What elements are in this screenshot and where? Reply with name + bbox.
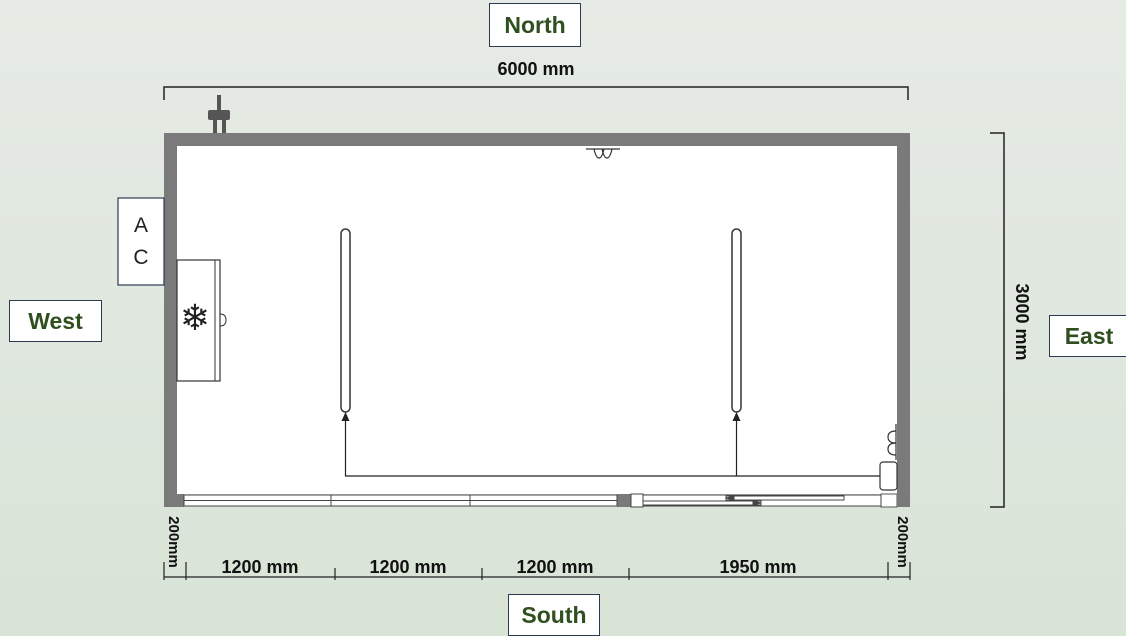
width-dimension-label: 6000 mm (497, 59, 574, 79)
dim-segment-1: 1200 mm (221, 557, 298, 577)
ac-label-c: C (133, 246, 148, 269)
ac-unit: A C (117, 197, 165, 286)
arrow-right (732, 412, 741, 421)
switch-box (879, 461, 898, 491)
east-label: East (1049, 315, 1126, 357)
dim-segment-2: 1200 mm (369, 557, 446, 577)
freezer-unit: ❄ (176, 259, 227, 382)
left-wall-dimension: 200mm (165, 516, 182, 568)
depth-dimension: 3000 mm (990, 132, 1032, 508)
west-label: West (9, 300, 102, 342)
wall-light-icon (586, 148, 620, 159)
south-windows (183, 494, 618, 507)
arrow-left (341, 412, 350, 421)
room-walls (164, 133, 910, 507)
depth-dimension-label: 3000 mm (1012, 283, 1032, 360)
dim-segment-3: 1200 mm (516, 557, 593, 577)
bottom-dimensions (163, 562, 911, 580)
room-floor (177, 146, 897, 494)
south-wall (164, 493, 910, 508)
lighting-circuit (344, 420, 880, 477)
sliding-door (630, 493, 882, 508)
right-wall-dimension: 200mm (894, 516, 911, 568)
snowflake-icon: ❄ (180, 297, 210, 338)
power-plug-icon (208, 95, 230, 133)
dim-segment-4: 1950 mm (719, 557, 796, 577)
light-bar-left (340, 228, 351, 413)
north-label: North (489, 3, 581, 47)
wall-switch-icon (887, 424, 897, 460)
ac-label-a: A (134, 214, 148, 237)
light-bar-right (731, 228, 742, 413)
width-dimension: 6000 mm (163, 59, 909, 100)
